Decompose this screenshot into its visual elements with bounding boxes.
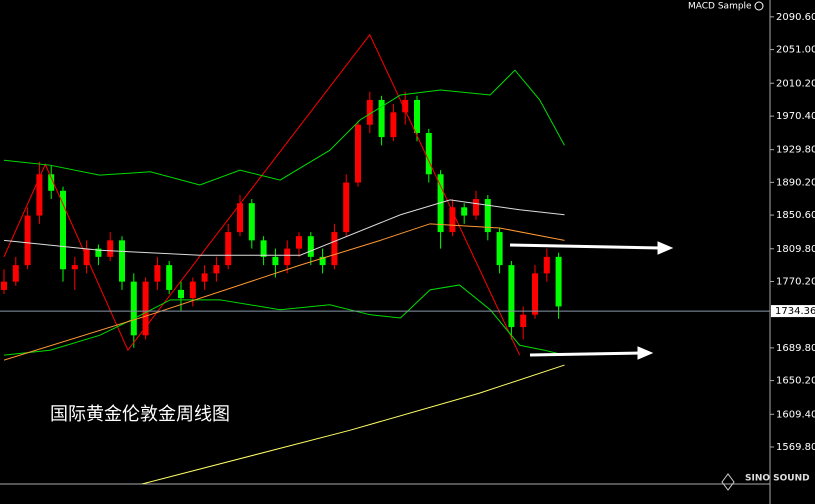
y-tick-label: 1890.20	[776, 177, 815, 188]
candle-body	[425, 132, 432, 175]
candle-body	[154, 265, 161, 282]
y-tick-label: 1569.80	[776, 442, 815, 453]
y-tick-label: 1770.20	[776, 276, 815, 287]
indicator-line	[140, 364, 565, 484]
candle-body	[213, 265, 220, 274]
candle-body	[461, 207, 468, 216]
indicator-line	[3, 223, 565, 361]
candle-body	[307, 236, 314, 257]
candle-body	[366, 99, 373, 125]
indicator-icon	[754, 1, 764, 11]
candle-body	[331, 232, 338, 266]
candle-body	[1, 281, 7, 290]
current-price-label: 1734.36	[775, 306, 815, 317]
plot-area	[1, 33, 565, 484]
candle-body	[555, 256, 562, 307]
candle-body	[178, 289, 184, 299]
candle-body	[378, 99, 385, 138]
y-tick-label: 1650.20	[776, 376, 815, 387]
chart-title: 国际黄金伦敦金周线图	[50, 404, 230, 425]
candle-body	[319, 256, 326, 266]
y-tick-label: 2010.20	[776, 78, 815, 89]
candle-body	[12, 265, 19, 282]
candle-body	[520, 314, 527, 328]
candle-body	[36, 174, 43, 216]
y-tick-label: 1970.40	[776, 111, 815, 122]
candle-body	[473, 199, 479, 216]
candle-body	[24, 215, 31, 266]
candle-body	[343, 182, 350, 233]
candle-body	[225, 232, 232, 266]
logo-icon	[721, 473, 735, 491]
candle-body	[107, 240, 114, 257]
candle-body	[402, 99, 409, 113]
candle-body	[95, 248, 102, 257]
candle-body	[48, 174, 55, 191]
candle-body	[130, 281, 137, 336]
candle-body	[272, 256, 279, 266]
candle-body	[166, 265, 173, 290]
indicator-line	[3, 69, 565, 186]
indicator-line	[3, 284, 565, 356]
candle-body	[390, 112, 397, 138]
arrows	[509, 241, 674, 360]
candle-body	[260, 240, 267, 257]
candle-body	[508, 265, 515, 328]
y-tick-label: 1850.60	[776, 210, 815, 221]
y-tick-label: 1689.80	[776, 343, 815, 354]
candle-body	[296, 236, 302, 249]
y-tick-label: 1809.80	[776, 244, 815, 255]
y-tick-label: 1609.40	[776, 409, 815, 420]
candle-body	[189, 281, 196, 299]
candle-body	[414, 99, 420, 133]
current-price-box	[771, 305, 815, 318]
candle-body	[142, 281, 149, 336]
candle-body	[484, 199, 491, 233]
candle-body	[496, 232, 503, 266]
candle-body	[237, 203, 243, 233]
candle-body	[60, 190, 66, 270]
y-tick-label: 2051.00	[776, 45, 815, 56]
candle-body	[248, 203, 255, 241]
indicator-label: MACD Sample	[688, 2, 752, 12]
candle-body	[355, 124, 361, 183]
candle-body	[543, 256, 550, 274]
candle-body	[71, 265, 78, 270]
y-tick-label: 1929.80	[776, 145, 815, 156]
indicator-line	[3, 199, 565, 256]
candle-body	[119, 240, 125, 282]
candle-body	[201, 273, 208, 282]
watermark: SINO SOUND	[745, 474, 810, 484]
indicator-line	[3, 33, 521, 356]
y-tick-label: 2090.60	[776, 12, 815, 23]
candle-body	[449, 207, 456, 233]
candle-body	[284, 248, 291, 266]
candle-body	[532, 273, 538, 315]
